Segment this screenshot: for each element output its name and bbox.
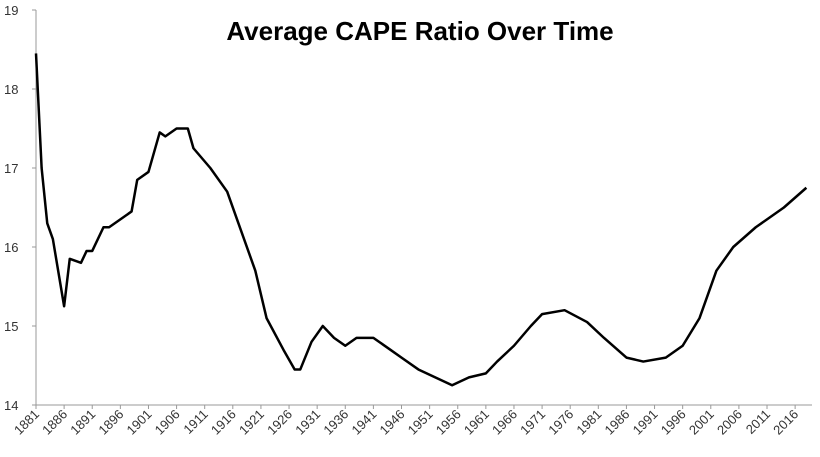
line-series <box>34 53 808 387</box>
chart-title: Average CAPE Ratio Over Time <box>226 16 613 46</box>
x-tick-label: 1986 <box>601 407 632 438</box>
x-tick-label: 1941 <box>348 407 379 438</box>
x-tick-label: 2001 <box>686 407 717 438</box>
x-tick-label: 1931 <box>292 407 323 438</box>
x-tick-label: 2011 <box>743 407 773 437</box>
x-tick-label: 1916 <box>208 407 239 438</box>
x-tick-label: 1891 <box>67 407 98 438</box>
x-tick-label: 1901 <box>124 407 155 438</box>
x-tick-label: 1921 <box>236 407 267 438</box>
y-tick-label: 14 <box>4 398 18 413</box>
x-tick-label: 1906 <box>152 407 183 438</box>
y-tick-label: 16 <box>4 240 18 255</box>
x-tick-label: 1961 <box>461 407 492 438</box>
x-tick-label: 2016 <box>770 407 801 438</box>
x-tick-label: 1971 <box>517 407 548 438</box>
x-tick-label: 1951 <box>405 407 436 438</box>
x-tick-label: 1956 <box>433 407 464 438</box>
x-tick-label: 1976 <box>545 407 576 438</box>
x-tick-label: 1991 <box>630 407 661 438</box>
x-tick-label: 1996 <box>658 407 689 438</box>
x-tick-label: 2006 <box>714 407 745 438</box>
y-tick-label: 19 <box>4 3 18 18</box>
x-tick-label: 1926 <box>264 407 295 438</box>
y-tick-label: 15 <box>4 319 18 334</box>
y-tick-label: 17 <box>4 161 18 176</box>
x-tick-label: 1936 <box>320 407 351 438</box>
x-tick-label: 1946 <box>377 407 408 438</box>
x-tick-label: 1886 <box>39 407 70 438</box>
x-tick-label: 1966 <box>489 407 520 438</box>
x-tick-label: 1911 <box>180 407 210 437</box>
x-tick-label: 1896 <box>95 407 126 438</box>
y-tick-label: 18 <box>4 82 18 97</box>
x-tick-label: 1981 <box>573 407 604 438</box>
